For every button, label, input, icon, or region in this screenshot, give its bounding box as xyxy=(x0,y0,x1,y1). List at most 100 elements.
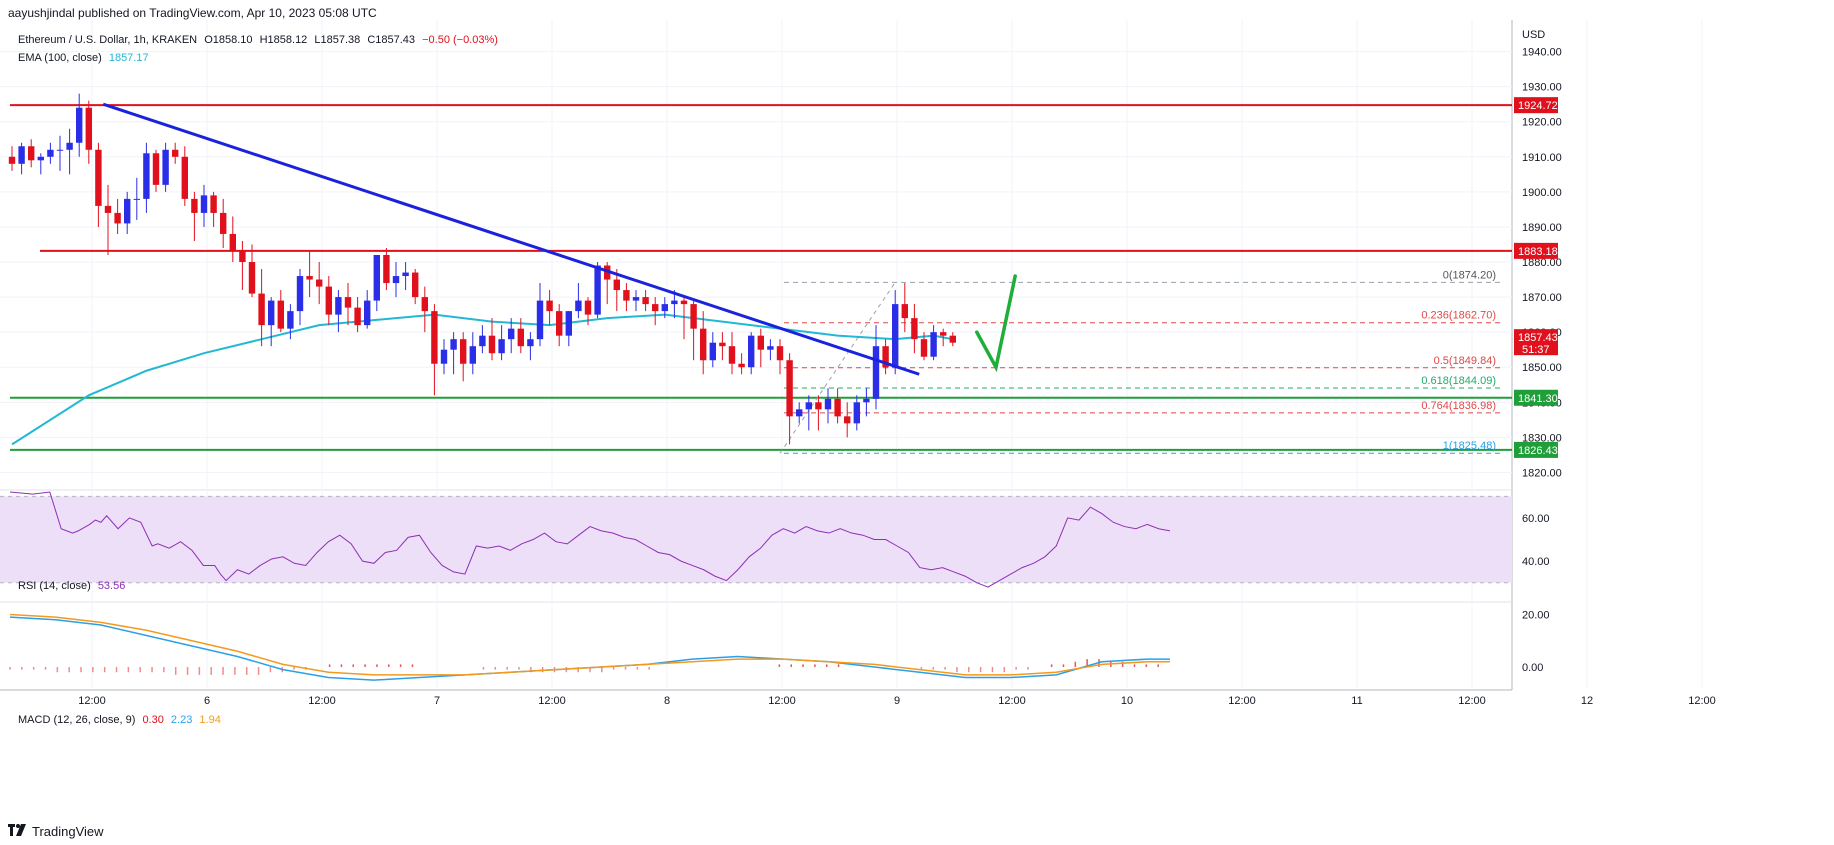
ohlc-low: L1857.38 xyxy=(314,34,361,46)
x-tick-label: 9 xyxy=(894,695,900,707)
candle-body xyxy=(66,142,73,150)
countdown-label: 51:37 xyxy=(1522,344,1550,356)
candle-body xyxy=(584,300,592,315)
signal-line xyxy=(9,613,1170,676)
price-scale-label: USD xyxy=(1522,29,1545,41)
candle-body xyxy=(412,272,419,298)
trend-line xyxy=(102,102,920,376)
y-tick-label: 1850.00 xyxy=(1522,362,1562,374)
publisher-caption: aayushjindal published on TradingView.co… xyxy=(8,6,377,20)
forecast-arrow xyxy=(975,274,1017,373)
x-tick-label: 12 xyxy=(1581,695,1593,707)
price-tag xyxy=(1514,97,1558,114)
candle-body xyxy=(287,311,294,329)
candle-body xyxy=(325,286,332,315)
candle-body xyxy=(373,255,380,301)
candle-body xyxy=(844,416,851,424)
candle-body xyxy=(700,328,707,361)
y-tick-label: 1830.00 xyxy=(1522,432,1562,444)
candle-body xyxy=(162,149,169,185)
candle-body xyxy=(565,311,572,336)
candle-body xyxy=(882,346,889,368)
candle-body xyxy=(796,409,803,417)
symbol-legend: Ethereum / U.S. Dollar, 1h, KRAKEN O1858… xyxy=(18,34,502,46)
fib-level-label: 0.764(1836.98) xyxy=(1421,400,1496,412)
ohlc-high: H1858.12 xyxy=(259,34,308,46)
change-value: −0.50 (−0.03%) xyxy=(422,34,498,46)
fib-level-label: 0.236(1862.70) xyxy=(1421,310,1496,322)
macd-legend: MACD (12, 26, close, 9) 0.30 2.23 1.94 xyxy=(18,714,225,726)
x-tick-label: 12:00 xyxy=(308,695,336,707)
candle-body xyxy=(556,311,563,336)
candle-body xyxy=(143,153,150,199)
candle-body xyxy=(498,339,505,354)
y-tick-label: 1890.00 xyxy=(1522,222,1562,234)
candle-body xyxy=(776,346,784,361)
current-price-label: 1857.43 xyxy=(1518,332,1558,344)
rsi-tick-label: 60.00 xyxy=(1522,513,1550,525)
x-tick-label: 8 xyxy=(664,695,670,707)
candle-body xyxy=(632,297,640,301)
price-tag xyxy=(1514,441,1558,458)
candle-body xyxy=(383,255,390,284)
candle-body xyxy=(124,198,131,224)
ema-value: 1857.17 xyxy=(108,52,149,64)
candle-body xyxy=(719,342,726,347)
brand-name: TradingView xyxy=(32,823,104,839)
price-tag-label: 1841.30 xyxy=(1518,393,1558,405)
y-tick-label: 1910.00 xyxy=(1522,152,1562,164)
candle-body xyxy=(258,293,265,326)
price-tag xyxy=(1514,389,1558,406)
candle-body xyxy=(191,198,198,213)
macd-tick-label: 20.00 xyxy=(1522,610,1550,622)
candle-body xyxy=(930,332,937,357)
rsi-line xyxy=(9,491,1171,588)
candle-body xyxy=(8,156,16,164)
candle-body xyxy=(508,328,515,340)
candle-body xyxy=(517,328,524,347)
candle-body xyxy=(728,346,736,364)
candle-body xyxy=(277,300,284,329)
candle-body xyxy=(47,149,54,157)
candle-body xyxy=(133,198,140,200)
candle-body xyxy=(853,402,860,424)
y-tick-label: 1920.00 xyxy=(1522,117,1562,129)
tradingview-icon xyxy=(8,823,26,839)
ema-label: EMA (100, close) xyxy=(18,52,102,64)
candle-body xyxy=(248,262,256,294)
candle-body xyxy=(901,304,908,319)
candle-body xyxy=(95,149,102,206)
candle-body xyxy=(671,300,678,305)
macd-label: MACD (12, 26, close, 9) xyxy=(18,714,136,726)
candle-body xyxy=(37,156,44,161)
candle-body xyxy=(469,346,476,364)
candle-body xyxy=(344,297,352,308)
candle-body xyxy=(28,146,35,161)
x-tick-label: 11 xyxy=(1351,695,1362,707)
candle-body xyxy=(392,276,400,284)
candle-body xyxy=(460,339,467,364)
y-tick-label: 1820.00 xyxy=(1522,467,1562,479)
candle-body xyxy=(863,398,870,403)
x-tick-label: 12:00 xyxy=(998,695,1026,707)
candle-body xyxy=(335,297,342,315)
candle-body xyxy=(786,360,793,417)
candle-body xyxy=(815,402,822,410)
candle-body xyxy=(594,265,601,315)
y-tick-label: 1900.00 xyxy=(1522,187,1562,199)
macd-value-3: 1.94 xyxy=(199,714,221,726)
x-tick-label: 12:00 xyxy=(1228,695,1256,707)
candle-body xyxy=(172,149,179,157)
candle-body xyxy=(546,300,553,312)
candle-body xyxy=(56,149,64,151)
price-tag-label: 1826.43 xyxy=(1518,445,1558,457)
candle-body xyxy=(920,339,928,357)
candle-body xyxy=(652,304,659,312)
rsi-tick-label: 40.00 xyxy=(1522,556,1550,568)
candle-body xyxy=(104,205,112,213)
candle-body xyxy=(268,300,275,326)
candle-body xyxy=(911,318,918,340)
rsi-label: RSI (14, close) xyxy=(18,580,91,592)
price-tag xyxy=(1514,242,1558,259)
